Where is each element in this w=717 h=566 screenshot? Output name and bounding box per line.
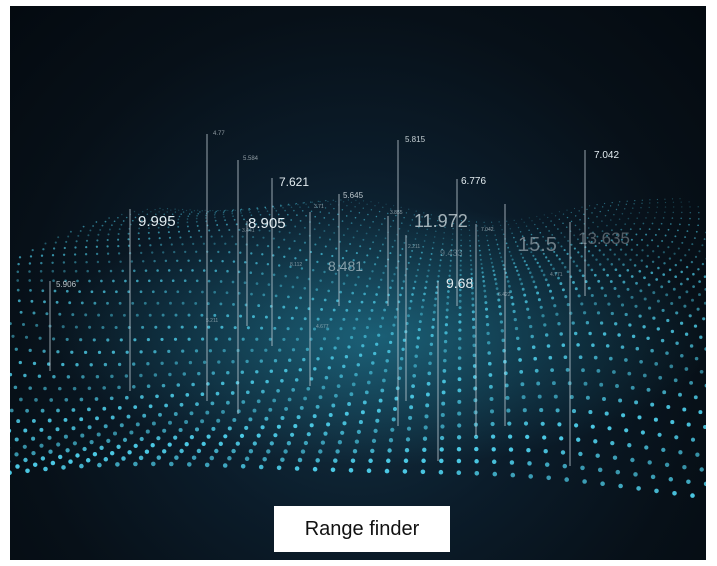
value-label: 5.815 (405, 135, 426, 144)
measurement-lines (49, 134, 586, 466)
caption-box: Range finder (274, 506, 450, 552)
value-label: 8.481 (328, 258, 363, 274)
value-label: 11.972 (414, 211, 468, 231)
value-label: 5.584 (243, 156, 259, 162)
range-finder-image: 5.906 9.995 4.77 5.584 7.621 8.905 3.441… (10, 6, 706, 560)
value-label: 7.621 (279, 175, 309, 189)
value-label: 4.771 (550, 272, 563, 278)
value-label: 6.422 (498, 292, 511, 298)
value-label: 3.855 (390, 210, 403, 216)
value-label: 2.211 (408, 244, 420, 250)
value-label: 6.776 (461, 176, 486, 187)
value-label: 7.042 (481, 227, 494, 233)
value-label: 8.905 (248, 215, 286, 232)
value-label: 4.77 (213, 131, 225, 137)
point-cloud-scene: 5.906 9.995 4.77 5.584 7.621 8.905 3.441… (10, 131, 706, 498)
value-label: 5.906 (56, 280, 77, 289)
value-label: 5.211 (206, 318, 218, 324)
value-label: 15.5 (518, 234, 557, 256)
caption-text: Range finder (304, 517, 420, 540)
value-label: 4.677 (316, 324, 329, 330)
value-label: 9.995 (138, 213, 176, 230)
value-label: 3.441 (242, 228, 255, 234)
value-label: 5.645 (343, 191, 364, 200)
value-label: 7.042 (594, 150, 619, 161)
value-label: 9.68 (446, 275, 473, 291)
value-label: 8.112 (290, 262, 302, 268)
value-label: 3.71 (314, 204, 324, 210)
value-label: 9.433 (440, 248, 463, 258)
value-label: 13.635 (578, 229, 630, 248)
